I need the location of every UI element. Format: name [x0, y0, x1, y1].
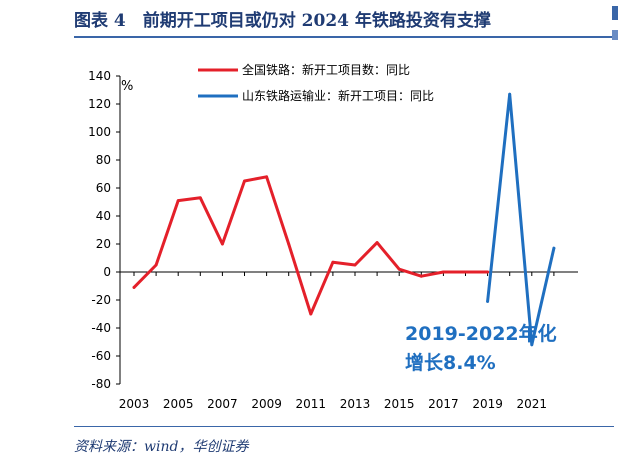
y-tick-label: -80	[91, 377, 111, 391]
y-tick-label: 100	[88, 125, 111, 139]
legend-label-national: 全国铁路：新开工项目数：同比	[242, 62, 410, 77]
x-tick-label: 2019	[472, 397, 503, 411]
series-point	[132, 286, 136, 289]
corner-mark	[612, 6, 618, 20]
series-point	[198, 196, 202, 200]
x-tick-label: 2013	[340, 397, 371, 411]
x-tick-label: 2009	[251, 397, 282, 411]
series-point	[265, 175, 268, 179]
series-point	[552, 246, 556, 250]
series-point	[442, 270, 445, 274]
annotation-line-2: 增长8.4%	[405, 351, 496, 374]
series-point	[530, 343, 534, 347]
source-note: 资料来源：wind，华创证券	[74, 439, 249, 455]
series-layer	[132, 92, 556, 347]
y-tick-label: 60	[96, 181, 111, 195]
y-tick-label: 40	[96, 209, 111, 223]
y-unit-label: %	[121, 79, 133, 94]
y-tick-label: 140	[88, 69, 111, 83]
title-rule	[74, 36, 614, 38]
series-point	[464, 270, 467, 274]
series-line-shandong	[486, 92, 556, 347]
series-point	[397, 267, 401, 271]
x-tick-label: 2011	[296, 397, 327, 411]
x-tick-label: 2017	[428, 397, 459, 411]
x-tick-label: 2015	[384, 397, 415, 411]
y-tick-label: 20	[96, 237, 111, 251]
y-tick-label: -40	[91, 321, 111, 335]
chart-title: 图表 4 前期开工项目或仍对 2024 年铁路投资有支撑	[74, 11, 491, 31]
x-tick-label: 2005	[163, 397, 194, 411]
legend-label-shandong: 山东铁路运输业：新开工项目：同比	[242, 88, 434, 103]
series-point	[309, 312, 313, 316]
series-line-national	[132, 175, 490, 316]
series-point	[176, 199, 180, 203]
series-point	[243, 179, 246, 183]
series-point	[353, 263, 357, 267]
series-point	[287, 242, 291, 246]
series-point	[154, 263, 158, 267]
series-point	[221, 242, 224, 246]
axes: -80 -60 -40 -20 0 20 40 60 80 100 120 140% 2003 2005 2…	[88, 69, 578, 411]
series-point	[508, 92, 512, 96]
series-point	[486, 300, 489, 303]
x-tick-label: 2021	[517, 397, 548, 411]
y-tick-label: -20	[91, 293, 111, 307]
annotation-line-1: 2019-2022年化	[405, 322, 557, 345]
x-tick-label: 2007	[207, 397, 238, 411]
series-point	[419, 274, 423, 278]
series-point	[375, 241, 379, 245]
series-point	[331, 260, 335, 264]
x-tick-label: 2003	[119, 397, 150, 411]
corner-mark-secondary	[612, 30, 618, 40]
y-tick-label: 80	[96, 153, 111, 167]
y-tick-label: -60	[91, 349, 111, 363]
y-tick-label: 0	[103, 265, 111, 279]
bottom-rule	[74, 426, 614, 427]
series-point	[486, 270, 489, 274]
y-tick-label: 120	[88, 97, 111, 111]
